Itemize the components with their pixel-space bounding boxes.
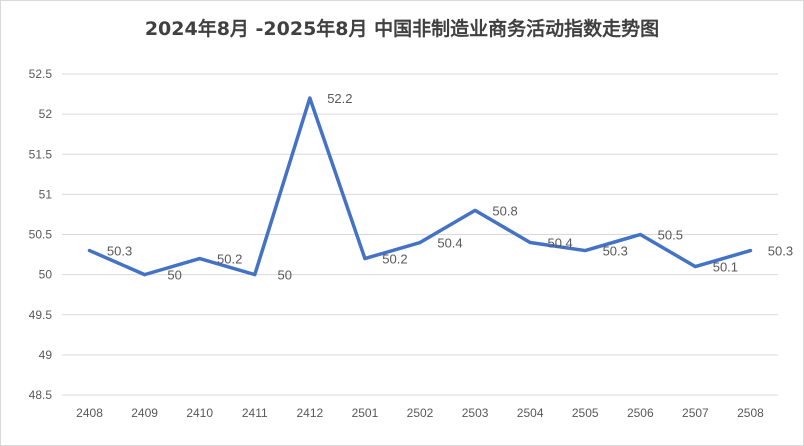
data-label: 50.4 (437, 236, 462, 251)
y-tick-label: 50.5 (29, 228, 53, 242)
data-point (363, 257, 367, 261)
data-label: 50.3 (603, 244, 628, 259)
x-tick-label: 2508 (737, 406, 764, 420)
y-tick-label: 52 (39, 107, 53, 121)
data-point (198, 257, 202, 261)
data-label: 50.1 (713, 260, 738, 275)
data-point (418, 241, 422, 245)
series-line (87, 96, 753, 277)
data-point (143, 273, 147, 277)
data-point (88, 249, 92, 253)
x-tick-label: 2501 (352, 406, 379, 420)
y-tick-label: 48.5 (29, 388, 53, 402)
x-tick-label: 2412 (296, 406, 323, 420)
y-tick-label: 49.5 (29, 308, 53, 322)
x-axis-ticks: 2408 2409 2410 2411 2412 2501 2502 2503 2504 2505… (76, 406, 764, 420)
series-layer (87, 96, 753, 277)
data-label: 52.2 (327, 91, 352, 106)
data-point (748, 249, 752, 253)
data-label: 50.5 (658, 228, 683, 243)
data-label: 50.2 (217, 252, 242, 267)
x-tick-label: 2409 (131, 406, 158, 420)
x-tick-label: 2408 (76, 406, 103, 420)
chart-title: 2024年8月 -2025年8月 中国非制造业商务活动指数走势图 (144, 18, 660, 40)
data-label: 50 (278, 268, 292, 283)
data-point (638, 233, 642, 236)
x-tick-label: 2506 (627, 406, 654, 420)
x-tick-label: 2411 (242, 406, 268, 420)
data-label: 50.2 (382, 252, 407, 267)
data-point (473, 208, 477, 212)
y-tick-label: 49 (39, 348, 53, 362)
data-point (693, 265, 697, 269)
x-tick-label: 2505 (572, 406, 599, 420)
data-point (253, 273, 257, 277)
y-tick-label: 51 (39, 187, 53, 201)
y-tick-label: 50 (39, 268, 53, 282)
data-label: 50.4 (547, 236, 572, 251)
x-tick-label: 2502 (407, 406, 434, 420)
y-tick-label: 51.5 (29, 147, 53, 161)
data-label: 50.3 (768, 244, 793, 259)
x-tick-label: 2504 (517, 406, 544, 420)
data-labels: 50.3 50 50.2 50 52.2 50.2 50.4 50.8 50.4 50.3 50.5… (107, 91, 793, 283)
gridlines (62, 73, 778, 396)
data-point (528, 241, 532, 245)
x-tick-label: 2507 (682, 406, 709, 420)
data-label: 50 (167, 268, 181, 283)
y-axis-ticks: 48.5 49 49.5 50 50.5 51 51.5 52 52.5 (29, 67, 53, 402)
data-label: 50.3 (107, 244, 132, 259)
y-tick-label: 52.5 (29, 67, 53, 81)
x-tick-label: 2410 (186, 406, 213, 420)
data-point (583, 249, 587, 253)
data-point (308, 96, 312, 100)
x-tick-label: 2503 (462, 406, 489, 420)
data-label: 50.8 (492, 203, 517, 218)
